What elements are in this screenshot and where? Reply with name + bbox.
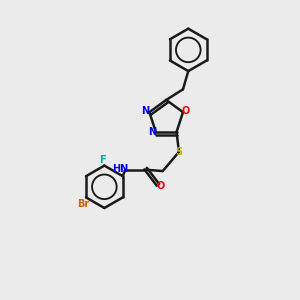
Text: O: O	[157, 181, 165, 191]
Text: F: F	[100, 155, 106, 165]
Text: Br: Br	[77, 199, 89, 209]
Text: N: N	[148, 127, 156, 137]
Text: S: S	[176, 147, 182, 157]
Text: O: O	[182, 106, 190, 116]
Text: N: N	[141, 106, 149, 116]
Text: HN: HN	[112, 164, 128, 174]
